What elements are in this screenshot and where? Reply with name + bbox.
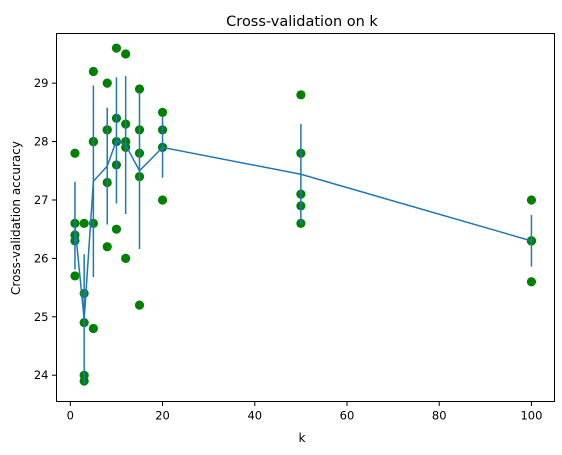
x-axis-label: k (299, 431, 306, 445)
mean-errorbar-series (74, 76, 533, 384)
accuracy-point (134, 300, 145, 310)
x-tick-label: 20 (155, 409, 170, 423)
accuracy-point (102, 78, 112, 88)
y-tick-label: 26 (34, 251, 49, 265)
y-tick-label: 25 (34, 310, 49, 324)
accuracy-point (111, 224, 122, 234)
y-axis-label: Cross-validation accuracy (9, 141, 23, 295)
x-tick-label: 0 (67, 409, 74, 423)
accuracy-point (79, 218, 89, 228)
plot-area (70, 43, 537, 386)
accuracy-point (526, 277, 537, 287)
accuracy-point (296, 90, 306, 100)
accuracy-point (134, 84, 145, 94)
accuracy-point (526, 195, 537, 205)
axes-frame (56, 33, 555, 402)
chart-title: Cross-validation on k (226, 14, 378, 30)
accuracy-point (88, 323, 98, 334)
accuracy-point (121, 49, 131, 59)
accuracy-point (70, 148, 80, 158)
y-tick-label: 24 (34, 368, 49, 382)
x-tick-label: 100 (520, 409, 542, 423)
accuracy-point (70, 271, 80, 281)
accuracy-point (111, 43, 122, 53)
mean-line (74, 139, 532, 320)
x-tick-label: 60 (340, 409, 355, 423)
accuracy-point (102, 242, 112, 252)
y-tick-label: 29 (34, 76, 49, 90)
x-tick-label: 80 (432, 409, 447, 423)
y-tick-label: 28 (34, 135, 49, 149)
y-tick-label: 27 (34, 193, 49, 207)
x-tick-label: 40 (247, 409, 262, 423)
accuracy-point (88, 66, 98, 77)
accuracy-point (121, 253, 131, 263)
accuracy-point (157, 107, 168, 117)
accuracy-point (157, 195, 168, 205)
